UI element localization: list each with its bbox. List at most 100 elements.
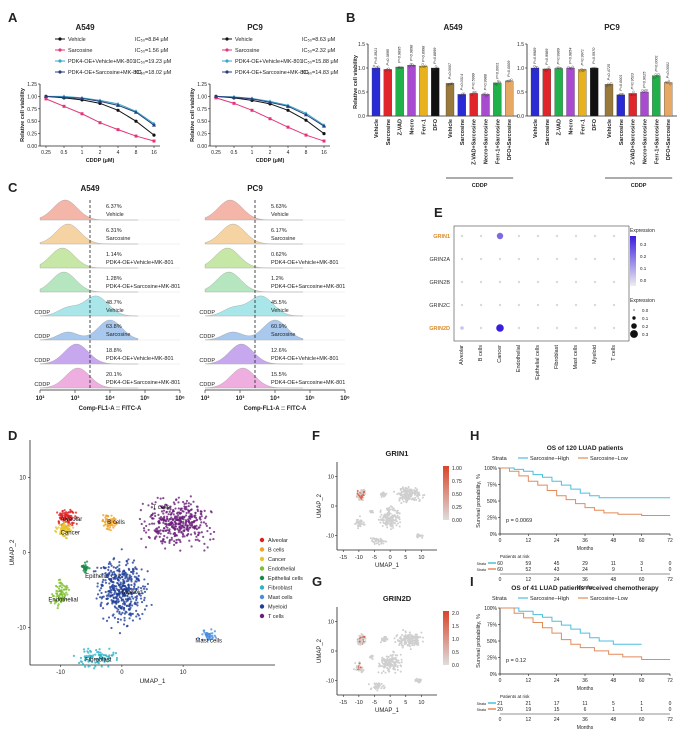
y-tick-label: 50%	[487, 639, 498, 645]
replicate-dot	[653, 76, 656, 79]
cell-point	[401, 496, 404, 499]
cell-point	[387, 507, 390, 510]
cell-point	[115, 587, 118, 590]
cell-point	[166, 536, 169, 539]
cell-point	[211, 637, 214, 640]
legend-entry: T cells	[268, 614, 284, 620]
survival-curve	[500, 607, 642, 645]
cell-point	[399, 636, 402, 639]
cell-point	[123, 612, 126, 615]
legend-entry: Sarcosine	[235, 48, 259, 54]
x-tick-label: Z-VAD+Sarcosine	[472, 119, 478, 165]
cell-point	[369, 510, 372, 513]
x-tick-label: 24	[554, 678, 560, 684]
chart-title: PC9	[247, 23, 263, 32]
data-point	[134, 110, 138, 114]
cell-point	[406, 634, 409, 637]
x-tick-label: 60	[639, 538, 645, 544]
cell-point	[66, 593, 69, 596]
expression-dot	[574, 257, 578, 261]
cell-point	[84, 564, 87, 567]
cell-point	[82, 648, 86, 651]
risk-count: 6	[584, 707, 587, 713]
cell-point	[159, 529, 162, 532]
cell-point	[134, 590, 137, 594]
risk-x-tick-label: 48	[611, 577, 617, 583]
cell-point	[108, 526, 112, 529]
legend-marker	[259, 594, 265, 600]
legend-entry: Endothelial	[268, 567, 295, 573]
cell-point	[57, 526, 60, 529]
x-tick-label: 72	[667, 678, 673, 684]
data-point	[304, 112, 308, 117]
x-tick-label: Necro	[569, 118, 575, 134]
legend-entry: Sarcosine−High	[530, 456, 569, 462]
color-scale	[630, 236, 636, 286]
cell-point	[109, 521, 112, 524]
cell-point	[171, 518, 174, 521]
replicate-dot	[411, 63, 414, 66]
cell-point	[138, 617, 141, 620]
cell-point	[65, 591, 68, 594]
data-point	[286, 125, 290, 129]
cell-point	[162, 512, 165, 515]
cell-point	[205, 524, 208, 527]
replicate-dot	[545, 69, 548, 72]
cell-point	[193, 525, 196, 528]
bar	[566, 67, 575, 117]
cell-point	[100, 665, 103, 668]
cell-point	[203, 509, 206, 512]
expression-dot	[612, 234, 616, 238]
cell-point	[161, 540, 164, 543]
risk-row-label: Strata	[477, 562, 486, 566]
cell-point	[192, 500, 195, 503]
cell-point	[392, 657, 395, 660]
bar	[554, 68, 563, 117]
cell-point	[72, 526, 75, 529]
cell-point	[177, 496, 180, 499]
replicate-dot	[666, 81, 669, 84]
cell-point	[55, 595, 58, 598]
cell-point	[400, 640, 403, 643]
replicate-dot	[559, 67, 563, 70]
x-tick-label: Vehicle	[374, 119, 380, 138]
cell-point	[136, 604, 139, 607]
replicate-dot	[462, 92, 466, 95]
expression-dot	[612, 303, 616, 307]
cell-point	[85, 657, 88, 660]
cell-point	[398, 661, 401, 664]
cell-point	[111, 614, 114, 617]
cell-point	[67, 514, 70, 517]
cell-point	[385, 662, 388, 665]
cell-point	[49, 601, 53, 604]
cell-point	[89, 655, 92, 658]
cell-point	[385, 660, 388, 663]
p-value-label: P=0.9989	[557, 47, 561, 64]
legend-entry: Vehicle	[235, 37, 253, 43]
cell-point	[355, 519, 358, 522]
cell-point	[166, 506, 169, 509]
cell-point	[104, 571, 107, 575]
cell-point	[374, 684, 377, 687]
cell-point	[396, 634, 399, 637]
cell-point	[375, 539, 378, 542]
cell-point	[107, 593, 110, 596]
cell-point	[141, 592, 144, 595]
cell-point	[56, 585, 59, 588]
cell-point	[99, 587, 103, 590]
x-tick-label: 0	[389, 555, 392, 561]
x-tick-label: 10²	[36, 395, 45, 402]
cell-point	[60, 512, 63, 515]
cell-point	[354, 661, 357, 664]
cell-point	[194, 514, 197, 517]
cell-point	[103, 657, 106, 660]
y-tick-label: 0.50	[27, 119, 37, 125]
data-point	[134, 119, 138, 123]
cell-point	[121, 598, 125, 601]
cell-point	[85, 569, 88, 572]
legend-title: Expression	[630, 298, 655, 304]
cell-point	[184, 519, 188, 522]
legend-entry: B cells	[268, 548, 284, 554]
cell-point	[109, 587, 112, 590]
cell-point	[370, 656, 373, 659]
